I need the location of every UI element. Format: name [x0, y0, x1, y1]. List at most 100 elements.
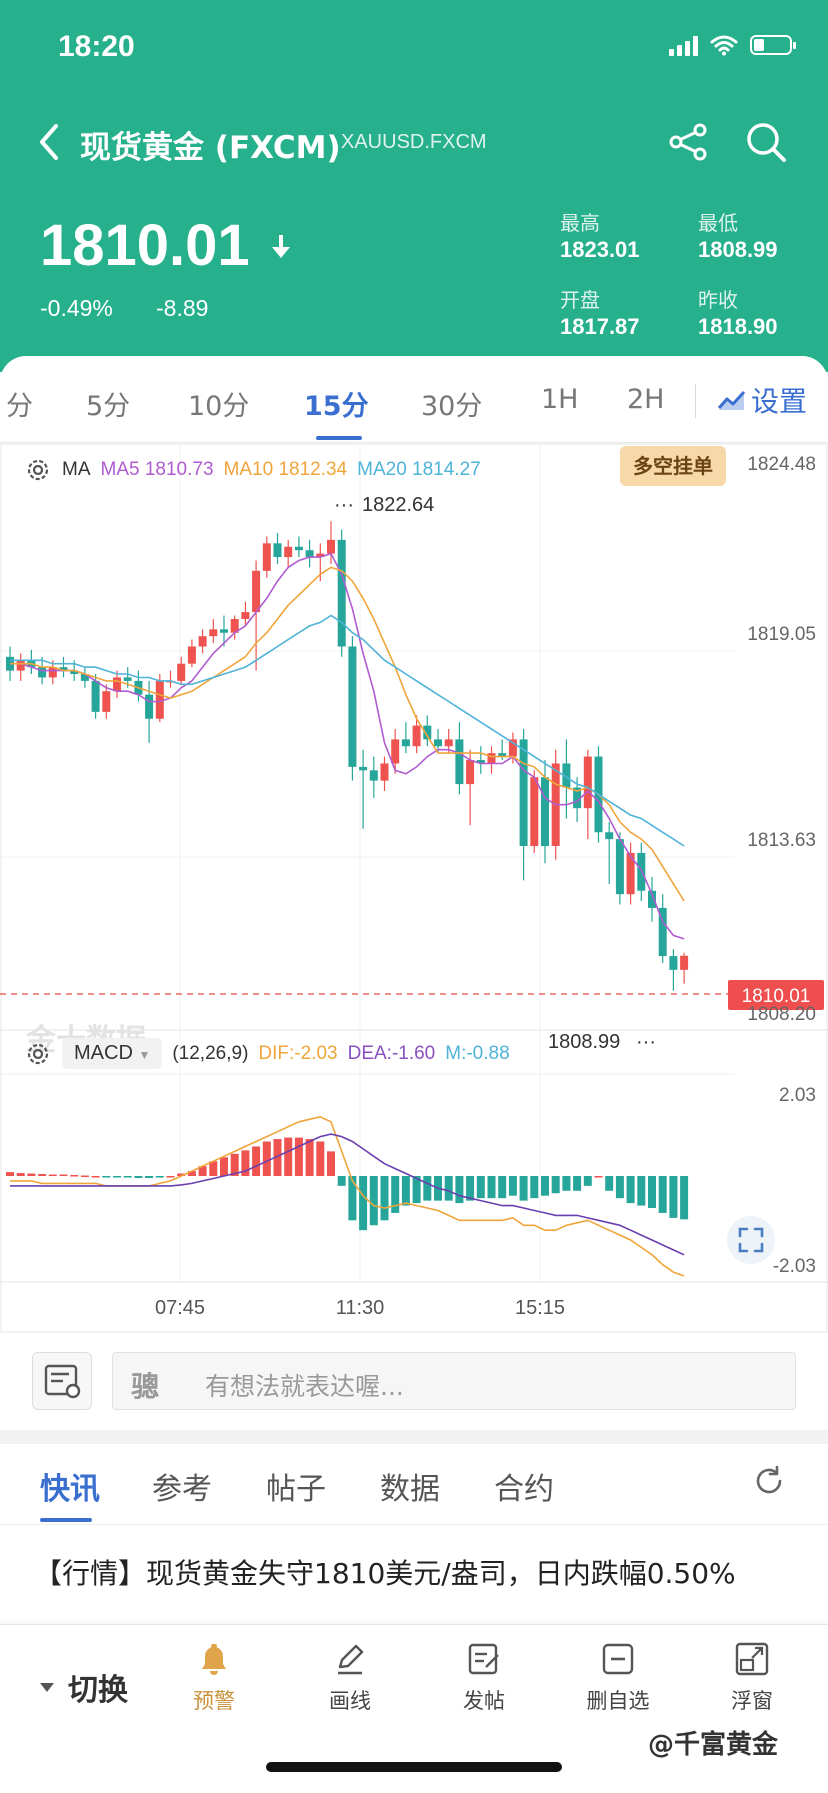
chart-settings-button[interactable]: 设置 [717, 380, 807, 420]
tab-1min[interactable]: 分 [6, 391, 33, 422]
macd-dif: DIF:-2.03 [258, 1042, 338, 1064]
back-icon[interactable] [34, 120, 64, 164]
tab-5min[interactable]: 5分 [86, 391, 131, 422]
macd-histogram-bar [198, 1166, 207, 1176]
macd-histogram-bar [48, 1174, 57, 1177]
arrow-down-icon [272, 235, 290, 258]
candle-body [615, 839, 624, 895]
macd-histogram-bar [27, 1173, 36, 1176]
search-icon[interactable] [744, 120, 788, 164]
low-label: 最低 [698, 211, 738, 235]
ma5-line [10, 552, 685, 940]
tab-10min[interactable]: 10分 [188, 391, 250, 422]
macd-histogram-bar [626, 1176, 635, 1204]
section-separator [0, 1430, 828, 1444]
post-button[interactable]: 发帖 [434, 1639, 534, 1715]
candle-body [498, 753, 507, 757]
macd-histogram-bar [380, 1176, 389, 1221]
macd-histogram-bar [102, 1176, 111, 1178]
macd-histogram-bar [91, 1176, 100, 1178]
candle-body [434, 739, 442, 747]
macd-histogram-bar [348, 1176, 357, 1221]
macd-histogram-bar [166, 1176, 175, 1178]
tab-15min[interactable]: 15分 [304, 391, 369, 422]
tab-2h[interactable]: 2H [627, 384, 665, 415]
float-window-icon [735, 1642, 769, 1676]
candle-body [241, 612, 250, 619]
macd-histogram-bar [444, 1176, 453, 1201]
macd-histogram-bar [605, 1176, 614, 1191]
gear-icon[interactable] [24, 456, 52, 484]
candle-body [573, 787, 582, 809]
macd-group [6, 1116, 689, 1277]
candle-body [401, 739, 410, 747]
macd-histogram-bar [59, 1174, 68, 1177]
macd-histogram-bar [562, 1176, 571, 1191]
macd-histogram-bar [615, 1176, 624, 1199]
candle-body [177, 663, 186, 681]
candle-body [16, 660, 25, 671]
macd-histogram-bar [541, 1176, 549, 1196]
comment-input[interactable]: 骢 有想法就表达喔... [112, 1352, 796, 1410]
comment-placeholder: 有想法就表达喔... [205, 1372, 404, 1401]
candle-body [155, 680, 164, 719]
ma5-value: MA5 1810.73 [100, 459, 214, 480]
candle-body [294, 546, 303, 551]
macd-histogram-bar [498, 1176, 507, 1199]
y-tick-label: 1824.48 [747, 454, 816, 475]
active-news-tab-indicator [40, 1518, 92, 1522]
macd-m: M:-0.88 [445, 1042, 510, 1064]
macd-histogram-bar [369, 1176, 378, 1226]
refresh-icon[interactable] [752, 1464, 786, 1498]
candle-body [530, 777, 539, 847]
open-value: 1817.87 [560, 314, 640, 339]
caret-down-icon [40, 1682, 54, 1692]
macd-dif-line [10, 1116, 685, 1277]
candle-body [220, 629, 228, 633]
prev-close-label: 昨收 [698, 288, 738, 312]
change-absolute: -8.89 [156, 295, 209, 321]
tab-flash-news[interactable]: 快讯 [40, 1472, 100, 1507]
tab-30min[interactable]: 30分 [421, 391, 483, 422]
tab-1h[interactable]: 1H [541, 384, 579, 415]
kline-chart-svg: 金十数据 1810.01 1824.48 1819.05 1813.63 180… [0, 443, 828, 1333]
alert-button[interactable]: 预警 [164, 1639, 264, 1715]
news-item[interactable]: 【行情】现货黄金失守1810美元/盎司，日内跌幅0.50% [34, 1557, 736, 1590]
page-title: 现货黄金 (FXCM) [80, 130, 341, 166]
ma-lines-group [10, 552, 685, 940]
macd-histogram-bar [316, 1141, 325, 1176]
long-short-order-button[interactable]: 多空挂单 [620, 446, 726, 486]
indicator-select[interactable]: MACD ▼ [62, 1038, 163, 1069]
gear-icon[interactable] [24, 1040, 52, 1068]
candle-body [91, 680, 100, 712]
candle-body [273, 543, 282, 558]
kline-chart[interactable]: 金十数据 1810.01 1824.48 1819.05 1813.63 180… [0, 443, 828, 1333]
news-tabs: 快讯 参考 帖子 数据 合约 [0, 1444, 828, 1525]
draw-line-button[interactable]: 画线 [300, 1639, 400, 1715]
low-marker-dots: ··· [636, 1031, 656, 1053]
candle-body [348, 646, 357, 767]
macd-histogram-bar [412, 1176, 421, 1204]
source-watermark: @千富黄金 [648, 1730, 779, 1760]
fullscreen-button[interactable] [727, 1216, 775, 1264]
ma10-line [10, 566, 685, 902]
remove-watchlist-button[interactable]: 删自选 [568, 1639, 668, 1715]
post-settings-button[interactable] [32, 1352, 92, 1410]
open-label: 开盘 [560, 288, 600, 312]
switch-button[interactable]: 切换 [40, 1665, 128, 1709]
share-icon[interactable] [666, 120, 710, 164]
switch-label: 切换 [68, 1673, 128, 1708]
macd-histogram-bar [187, 1171, 196, 1176]
candle-body [284, 546, 293, 558]
tab-reference[interactable]: 参考 [152, 1472, 212, 1507]
candle-body [508, 739, 517, 757]
candle-body [423, 725, 432, 740]
macd-histogram-bar [327, 1151, 335, 1176]
tab-posts[interactable]: 帖子 [266, 1472, 326, 1507]
float-window-button[interactable]: 浮窗 [702, 1639, 802, 1715]
candle-body [102, 691, 111, 712]
tab-divider [695, 384, 696, 418]
tab-data[interactable]: 数据 [380, 1472, 440, 1507]
tab-contract[interactable]: 合约 [494, 1472, 554, 1507]
candle-body [59, 667, 68, 671]
